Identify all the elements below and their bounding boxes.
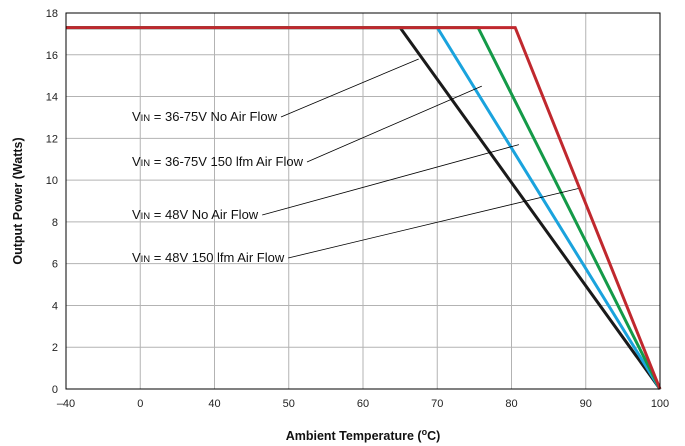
x-tick-label: 60 [357,398,369,410]
x-tick-label: 80 [505,398,517,410]
annotation-text: = 36-75V No Air Flow [150,109,277,124]
y-tick-label: 14 [46,92,58,104]
y-tick-label: 2 [52,342,58,354]
y-tick-label: 10 [46,175,58,187]
series-layer [66,26,662,390]
y-axis-title: Output Power (Watts) [11,137,25,264]
x-tick-labels: –40 0 40 50 60 70 80 90 100 [57,398,669,410]
annotation-text: = 48V No Air Flow [150,207,259,222]
x-axis-title-degree: o [422,427,428,437]
series-line [66,26,662,390]
y-tick-label: 18 [46,8,58,20]
x-axis-title-main: Ambient Temperature ( [286,429,423,443]
annotation-leader-line [306,85,482,163]
y-tick-label: 6 [52,259,58,271]
annotation-label: VIN = 48V 150 lfm Air Flow [132,250,285,265]
x-axis-title-end: C) [427,429,440,443]
annotation-subscript: IN [141,113,151,124]
x-axis-title: Ambient Temperature (oC) [286,427,441,443]
annotation-prefix: V [132,250,141,265]
annotation-subscript: IN [141,254,151,265]
y-tick-label: 0 [52,384,58,396]
y-tick-label: 16 [46,50,58,62]
y-tick-label: 8 [52,217,58,229]
plot-frame [65,12,661,390]
y-tick-label: 4 [52,300,58,312]
annotation-label: VIN = 36-75V 150 lfm Air Flow [132,154,304,169]
x-tick-label: –40 [57,398,75,410]
x-tick-label: 100 [651,398,669,410]
y-tick-labels: 0 2 4 6 8 10 12 14 16 18 [46,8,58,396]
annotation-label: VIN = 48V No Air Flow [132,207,259,222]
annotation-text: = 36-75V 150 lfm Air Flow [150,154,303,169]
x-tick-label: 90 [580,398,592,410]
annotation-leader-line [280,58,419,118]
y-tick-label: 12 [46,133,58,145]
annotation-label: VIN = 36-75V No Air Flow [132,109,278,124]
annotation-text: = 48V 150 lfm Air Flow [150,250,285,265]
grid [66,13,660,389]
x-tick-label: 40 [208,398,220,410]
x-tick-label: 70 [431,398,443,410]
x-tick-label: 0 [137,398,143,410]
annotation-leader-line [262,144,520,216]
annotation-subscript: IN [141,211,151,222]
annotation-prefix: V [132,207,141,222]
annotation-prefix: V [132,109,141,124]
x-tick-label: 50 [283,398,295,410]
annotation-prefix: V [132,154,141,169]
annotation-subscript: IN [141,158,151,169]
annotation-leader-line [288,188,579,259]
